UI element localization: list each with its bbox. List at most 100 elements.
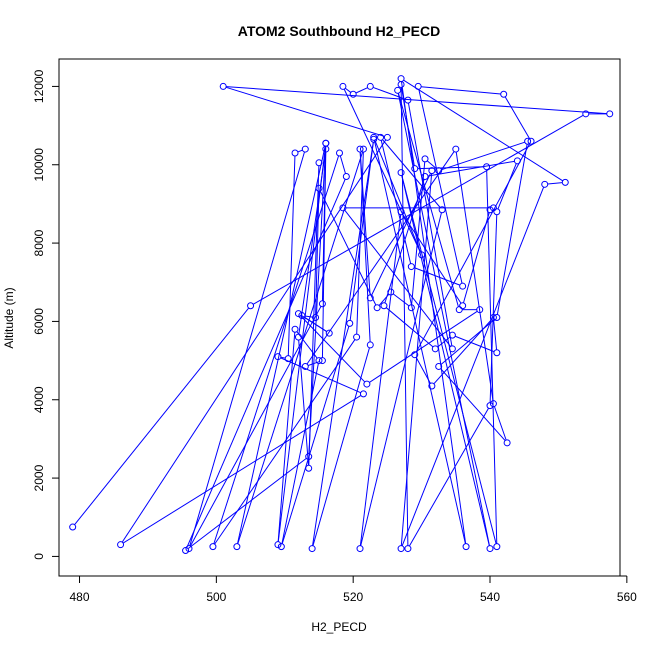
data-point	[380, 302, 388, 310]
series-segment	[427, 160, 515, 177]
x-tick-label: 520	[343, 590, 363, 604]
data-point	[373, 304, 381, 312]
data-point	[325, 329, 333, 337]
x-tick-label: 540	[480, 590, 500, 604]
data-point	[346, 319, 354, 327]
data-point	[459, 282, 467, 290]
data-point	[342, 173, 350, 180]
series-segment	[385, 307, 434, 348]
series-segment	[407, 102, 453, 346]
series-segment	[454, 335, 495, 353]
data-point	[448, 331, 456, 339]
series-segment	[493, 320, 498, 350]
series-segment	[344, 209, 451, 347]
data-point	[359, 145, 367, 153]
y-tick-label: 0	[32, 553, 46, 560]
series-segment	[547, 182, 563, 185]
data-point	[428, 167, 436, 175]
data-point	[418, 251, 426, 259]
data-point	[339, 204, 347, 212]
y-tick-label: 2000	[32, 464, 46, 491]
data-point	[524, 137, 532, 145]
series-segment	[122, 395, 362, 544]
series-segment	[378, 293, 390, 306]
data-point	[277, 543, 285, 551]
x-tick-label: 500	[206, 590, 226, 604]
data-point	[366, 294, 374, 302]
data-point	[349, 90, 357, 98]
data-point	[359, 390, 367, 398]
series-segment	[411, 161, 426, 305]
data-point	[397, 80, 405, 88]
data-point	[606, 110, 614, 118]
data-point	[421, 155, 429, 163]
data-point	[448, 345, 456, 353]
data-point	[366, 341, 374, 349]
series-segment	[440, 319, 495, 365]
series-segment	[355, 87, 368, 94]
series-segment	[374, 139, 421, 253]
series-segment	[298, 340, 309, 466]
x-tick-label: 480	[70, 590, 90, 604]
series-segment	[493, 406, 507, 441]
data-point	[383, 133, 391, 141]
data-point	[486, 206, 494, 214]
data-point	[459, 302, 467, 310]
data-point	[274, 541, 282, 549]
data-point	[500, 90, 508, 98]
data-point	[493, 208, 501, 216]
series-segment	[486, 169, 498, 544]
series-segment	[415, 357, 431, 384]
x-axis: 480 500 520 540 560	[70, 575, 637, 604]
series-segment	[225, 86, 385, 137]
series-segment	[281, 326, 350, 544]
data-point	[312, 314, 320, 321]
data-point	[356, 545, 364, 553]
series-segment	[400, 87, 409, 546]
data-point	[421, 173, 429, 180]
data-point	[315, 357, 323, 365]
series-segment	[380, 140, 412, 264]
series-segment	[74, 307, 250, 526]
series-segment	[397, 93, 490, 546]
data-point	[298, 312, 306, 320]
data-point	[462, 543, 470, 551]
data-point	[411, 351, 419, 359]
data-point	[294, 333, 302, 341]
data-point	[305, 453, 313, 461]
y-axis-label: Altitude (m)	[2, 287, 16, 348]
data-point	[185, 545, 193, 553]
data-point	[322, 145, 330, 153]
y-tick-label: 6000	[32, 308, 46, 335]
series-segment	[504, 96, 530, 139]
series-segment	[186, 179, 346, 548]
series-segment	[403, 79, 563, 182]
series-segment	[462, 212, 490, 304]
data-point	[561, 178, 569, 186]
data-point	[476, 306, 484, 314]
data-point	[377, 133, 385, 141]
series-segment	[489, 214, 498, 403]
series-segment	[312, 347, 370, 546]
data-point	[503, 439, 511, 447]
data-point	[366, 82, 374, 90]
data-point	[493, 349, 501, 357]
data-point	[315, 184, 323, 192]
data-point	[305, 464, 313, 472]
data-point	[363, 380, 371, 388]
series-segment	[371, 173, 432, 296]
data-point	[219, 82, 227, 90]
series-segment	[308, 165, 320, 466]
series-segment	[280, 357, 361, 394]
x-tick-label: 560	[617, 590, 637, 604]
y-axis: 0 2000 4000 6000 8000 10000 12000	[32, 69, 60, 560]
series-segment	[315, 191, 320, 315]
series-segment	[300, 315, 366, 383]
series-segment	[384, 179, 425, 304]
series-segment	[421, 86, 501, 95]
series-segment	[297, 149, 303, 153]
data-point	[353, 333, 361, 341]
series-segment	[417, 166, 484, 170]
